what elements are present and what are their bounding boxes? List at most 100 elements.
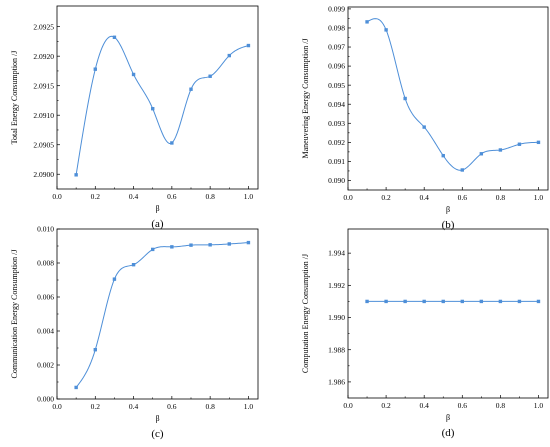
y-axis-label: Communication Energy Consumption /J	[10, 250, 19, 379]
panel-caption: (d)	[442, 427, 455, 439]
x-tick-label: 1.0	[244, 402, 254, 411]
data-point	[479, 299, 484, 304]
data-point	[131, 72, 136, 77]
x-tick-label: 0.8	[205, 402, 215, 411]
y-axis-label: Computation Energy Consumption /J	[301, 254, 310, 373]
y-tick-label: 2.0920	[33, 52, 54, 61]
data-point	[384, 299, 388, 304]
series-line	[75, 242, 249, 388]
data-point	[460, 299, 464, 304]
data-point	[403, 96, 407, 101]
x-tick-label: 0.4	[129, 192, 139, 201]
chart-panel-computation-energy: 0.0 0.2 0.4 0.6 0.8 1.0 1.986 1.988 1.990 1.992 1.…	[301, 228, 549, 439]
data-point	[460, 168, 464, 172]
data-point	[365, 299, 369, 304]
y-tick-label: 0.098	[328, 24, 345, 33]
data-point	[517, 299, 522, 304]
x-tick-label: 1.0	[534, 193, 544, 202]
plot-frame	[347, 228, 549, 399]
x-tick-label: 0.4	[420, 193, 430, 202]
y-tick-label: 1.994	[328, 249, 345, 258]
y-tick-label: 1.992	[328, 281, 345, 290]
y-tick-label: 0.090	[328, 176, 345, 185]
data-point	[517, 142, 522, 146]
y-tick-label: 0.091	[328, 157, 345, 166]
x-tick-label: 0.2	[381, 401, 391, 410]
y-tick-label: 0.094	[328, 100, 345, 109]
data-point	[498, 148, 503, 152]
y-tick-label: 2.0925	[33, 22, 54, 31]
panel-caption: (a)	[151, 218, 164, 230]
y-tick-label: 1.986	[328, 378, 345, 387]
y-tick-label: 0.002	[37, 361, 54, 370]
x-tick-label: 0.8	[496, 193, 506, 202]
y-tick-label: 2.0915	[33, 81, 54, 90]
data-point	[189, 87, 193, 91]
series-line	[366, 18, 539, 171]
data-point	[246, 43, 251, 48]
y-axis-label: Maneuvering Energy Consumption /J	[301, 38, 310, 158]
y-tick-label: 0.006	[37, 293, 54, 302]
x-tick-label: 0.6	[458, 401, 468, 410]
data-point	[536, 140, 541, 145]
x-tick-label: 0.0	[343, 401, 353, 410]
y-tick-label: 0.004	[37, 327, 54, 336]
data-point	[93, 67, 97, 71]
x-tick-label: 0.6	[167, 192, 177, 201]
y-tick-label: 2.0900	[33, 170, 54, 179]
y-tick-label: 2.0910	[33, 111, 54, 120]
data-point	[422, 299, 426, 304]
data-point	[208, 74, 212, 78]
data-point	[151, 247, 155, 252]
x-tick-label: 0.4	[420, 401, 430, 410]
y-tick-label: 0.092	[328, 138, 345, 147]
plot-frame	[56, 228, 259, 400]
x-axis-label: β	[155, 414, 159, 423]
data-point	[112, 277, 117, 281]
y-axis-label: Total Energy Consumption /J	[10, 51, 19, 145]
data-point	[403, 299, 407, 304]
y-tick-label: 0.097	[328, 43, 345, 52]
data-point	[208, 243, 212, 247]
data-point	[151, 107, 155, 111]
data-point	[498, 299, 503, 304]
x-tick-label: 0.0	[52, 402, 62, 411]
x-tick-label: 1.0	[534, 401, 544, 410]
data-point	[74, 385, 78, 390]
plot-frame	[56, 5, 259, 190]
y-tick-label: 1.990	[328, 313, 345, 322]
data-point	[384, 28, 388, 32]
chart-panel-total-energy: 0.0 0.2 0.4 0.6 0.8 1.0 2.0900 2.0905 2.0910 2.09…	[10, 5, 259, 230]
x-tick-label: 0.2	[381, 193, 391, 202]
x-tick-label: 0.8	[205, 192, 215, 201]
panel-caption: (c)	[151, 428, 164, 440]
data-point	[441, 153, 445, 158]
data-point	[170, 141, 174, 145]
data-point	[422, 125, 426, 129]
y-tick-label: 0.010	[37, 225, 54, 234]
data-point	[93, 348, 97, 352]
panel-caption: (b)	[442, 219, 455, 231]
data-point	[479, 152, 484, 156]
y-tick-label: 0.000	[37, 395, 54, 404]
y-tick-label: 0.093	[328, 119, 345, 128]
data-point	[246, 240, 251, 245]
data-point	[131, 263, 136, 267]
series-line	[75, 35, 249, 175]
x-axis-label: β	[446, 413, 450, 422]
y-tick-label: 1.988	[328, 345, 345, 354]
x-tick-label: 0.0	[343, 193, 353, 202]
x-tick-label: 0.2	[91, 192, 101, 201]
y-tick-label: 0.099	[328, 5, 345, 14]
data-point	[441, 299, 445, 304]
x-axis-label: β	[155, 204, 159, 213]
y-tick-label: 0.095	[328, 81, 345, 90]
data-point	[189, 243, 193, 247]
x-tick-label: 0.6	[458, 193, 468, 202]
data-point	[170, 245, 174, 249]
data-point	[365, 20, 369, 24]
y-tick-label: 0.008	[37, 259, 54, 268]
y-tick-label: 0.096	[328, 62, 345, 71]
chart-panel-maneuvering-energy: 0.0 0.2 0.4 0.6 0.8 1.0 0.090 0.091 0.092 0.093 0.…	[301, 5, 549, 231]
